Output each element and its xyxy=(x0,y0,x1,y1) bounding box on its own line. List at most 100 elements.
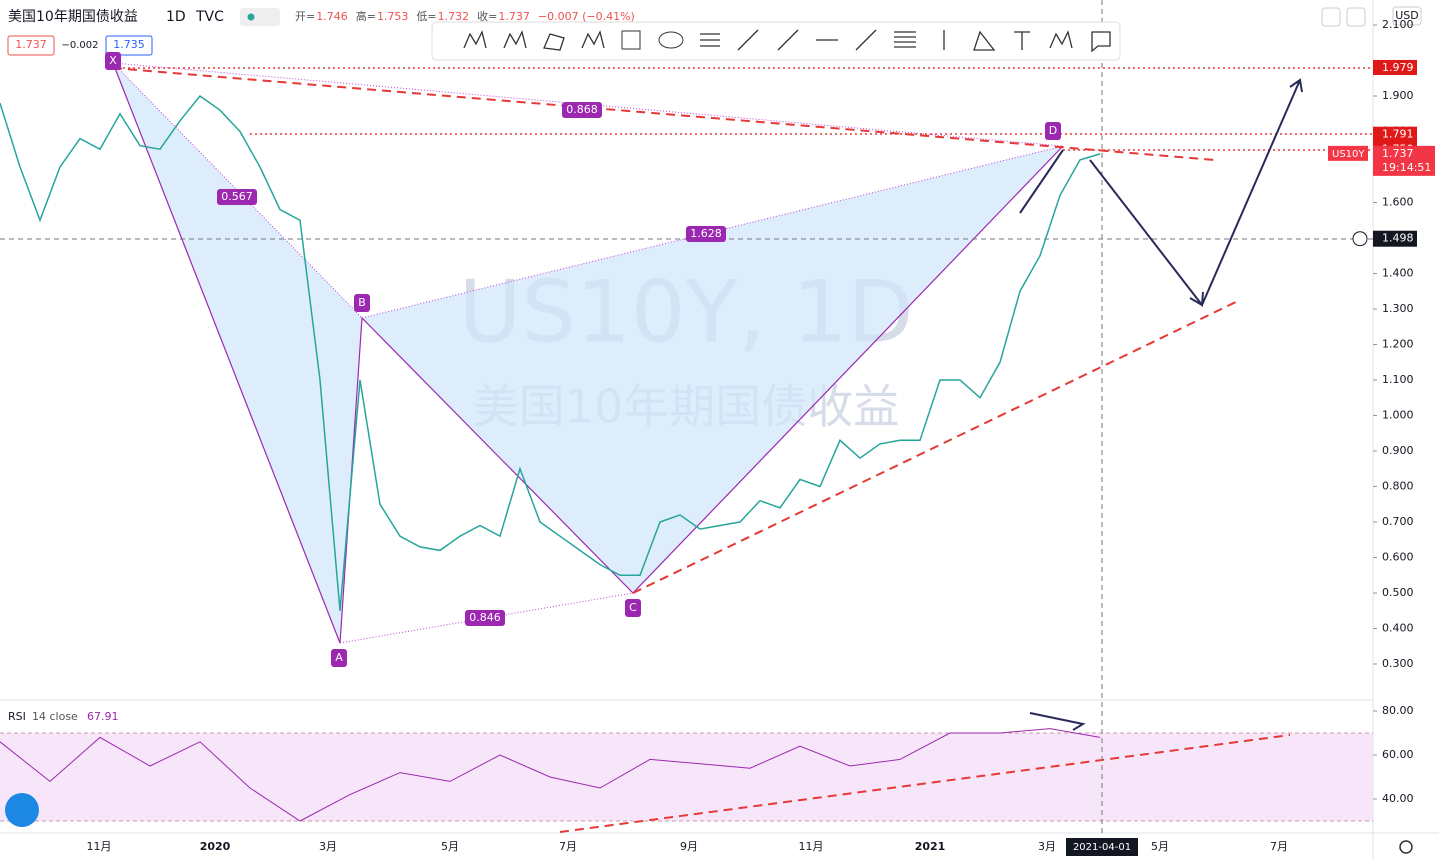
price-tick-label: 2.100 xyxy=(1382,18,1414,31)
settings[interactable] xyxy=(1399,840,1413,854)
ray-tool[interactable] xyxy=(777,29,799,51)
channel-tool[interactable] xyxy=(894,31,916,48)
fullscreen-button[interactable] xyxy=(1346,7,1366,27)
price-tick-label: 0.700 xyxy=(1382,515,1414,528)
ratio-label: 1.628 xyxy=(690,227,722,240)
ohlc-value: 1.746 xyxy=(316,10,348,23)
ohlc-value: 1.753 xyxy=(377,10,409,23)
rsi-title: RSI xyxy=(8,710,26,723)
price-tick-label: 1.000 xyxy=(1382,409,1414,422)
price-tick-label: 1.300 xyxy=(1382,302,1414,315)
text-tool[interactable] xyxy=(1014,31,1030,50)
time-label: 3月 xyxy=(319,840,337,853)
time-label: 7月 xyxy=(559,840,577,853)
ohlc-label: 开= xyxy=(295,10,315,23)
symbol-name: 美国10年期国债收益 xyxy=(8,9,138,25)
top-buttons: USD xyxy=(1321,6,1422,27)
add-button xyxy=(1352,231,1368,247)
time-label: 11月 xyxy=(87,840,112,853)
point-label: X xyxy=(109,54,117,67)
price-line xyxy=(0,94,1101,611)
rsi-tick-label: 80.00 xyxy=(1382,704,1414,717)
countdown: 19:14:51 xyxy=(1382,161,1431,174)
time-label: 7月 xyxy=(1270,840,1288,853)
currency-button[interactable] xyxy=(1392,6,1422,26)
time-label: 5月 xyxy=(441,840,459,853)
tv-logo[interactable] xyxy=(5,793,39,827)
ratio-label: 0.567 xyxy=(221,190,253,203)
price-tick-label: 0.400 xyxy=(1382,622,1414,635)
point-label: B xyxy=(358,296,366,309)
pattern-tool[interactable] xyxy=(1049,30,1073,49)
ratio-badge xyxy=(562,102,602,118)
last-price: 1.737 xyxy=(1382,147,1414,160)
price-tag-label: 1.791 xyxy=(1382,128,1414,141)
rsi-tick-label: 40.00 xyxy=(1382,792,1414,805)
ohlc-label: 低= xyxy=(416,10,436,23)
time-label: 2020 xyxy=(200,840,231,853)
rsi-params: 14 close xyxy=(32,710,78,723)
exchange: TVC xyxy=(195,9,224,25)
change: −0.007 (−0.41%) xyxy=(538,10,635,23)
time-label: 11月 xyxy=(799,840,824,853)
symbol-tag xyxy=(1328,145,1368,161)
ohlc-value: 1.737 xyxy=(498,10,530,23)
crosshair-label: 1.498 xyxy=(1382,232,1414,245)
status-dot xyxy=(247,13,255,21)
time-label: 9月 xyxy=(680,840,698,853)
xabcd-tool[interactable] xyxy=(463,30,487,49)
comment-tool[interactable] xyxy=(1091,31,1111,53)
price-tick-label: 1.100 xyxy=(1382,373,1414,386)
price-tag xyxy=(1373,126,1417,142)
price-tick-label: 0.500 xyxy=(1382,586,1414,599)
rsi-value: 67.91 xyxy=(87,710,119,723)
rsi-band xyxy=(0,733,1373,821)
point-label: D xyxy=(1049,124,1057,137)
price-tick-label: 0.900 xyxy=(1382,444,1414,457)
price-tick-label: 0.800 xyxy=(1382,480,1414,493)
spread: −0.002 xyxy=(61,40,98,51)
ohlc-label: 高= xyxy=(356,9,376,23)
scroll-button[interactable] xyxy=(1321,7,1341,27)
price-tick-label: 1.200 xyxy=(1382,338,1414,351)
ohlc-value: 1.732 xyxy=(438,10,470,23)
price-tag-label: 1.979 xyxy=(1382,61,1414,74)
fib-tool[interactable] xyxy=(700,33,720,47)
arrow-tool[interactable] xyxy=(855,29,877,51)
price-tag xyxy=(1373,59,1417,75)
ratio-badge xyxy=(686,226,726,242)
status-badge xyxy=(240,8,280,26)
time-label: 2021 xyxy=(915,840,946,853)
triangle-tool[interactable] xyxy=(581,30,605,49)
sell-button[interactable] xyxy=(7,35,55,56)
trend-lines xyxy=(112,67,1291,833)
time-cursor: 2021-04-01 xyxy=(1073,842,1131,853)
point-badge xyxy=(105,52,121,70)
levels xyxy=(113,67,1373,151)
cypher-tool[interactable] xyxy=(503,30,527,49)
time-label: 5月 xyxy=(1151,840,1169,853)
price-tick-label: 0.300 xyxy=(1382,657,1414,670)
point-badge xyxy=(625,599,641,617)
path-tool[interactable] xyxy=(973,30,996,51)
rectangle-tool[interactable] xyxy=(621,30,641,50)
abcd-tool[interactable] xyxy=(543,33,565,51)
point-label: A xyxy=(335,651,343,664)
currency: USD xyxy=(1395,9,1419,22)
ratio-badge xyxy=(217,189,257,205)
buy-button[interactable] xyxy=(105,35,153,56)
drawing-toolbar xyxy=(431,21,1121,61)
point-label: C xyxy=(629,601,637,614)
forecast-arrows xyxy=(1019,78,1303,731)
ellipse-tool[interactable] xyxy=(658,31,684,49)
toolbar-frame xyxy=(431,21,1121,61)
price-tick-label: 1.900 xyxy=(1382,89,1414,102)
interval: 1D xyxy=(166,9,186,25)
harmonic-pattern xyxy=(112,62,1064,644)
rsi-line xyxy=(0,728,1101,822)
symbol-tag-label: US10Y xyxy=(1332,149,1365,160)
buy-price: 1.735 xyxy=(113,38,145,51)
trendline-tool[interactable] xyxy=(737,29,759,51)
last-price-tag xyxy=(1373,145,1435,176)
